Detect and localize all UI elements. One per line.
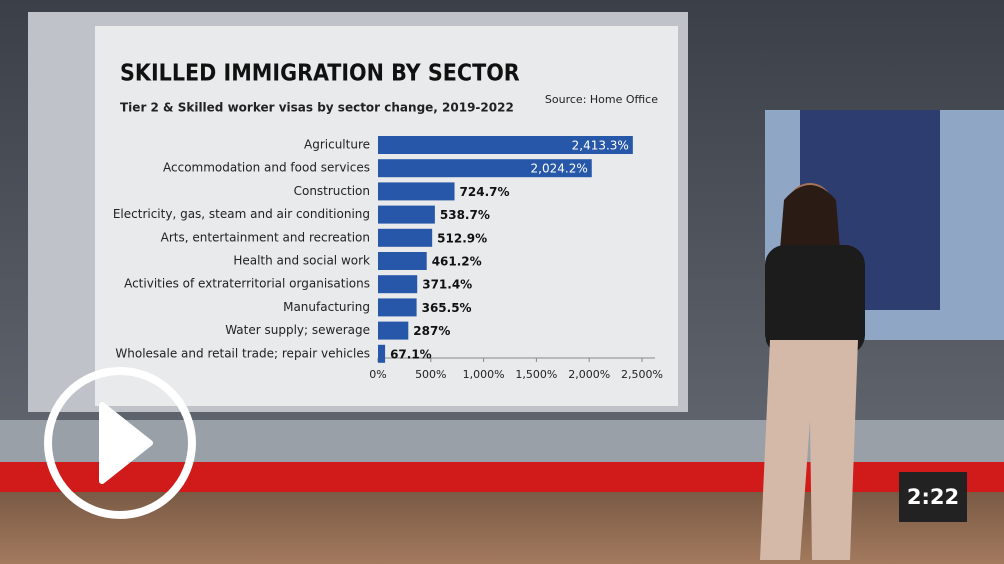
category-label: Agriculture [304, 138, 370, 152]
bar [378, 321, 409, 340]
chart-title: SKILLED IMMIGRATION BY SECTOR [120, 61, 520, 87]
video-duration: 2:22 [907, 485, 959, 509]
play-button[interactable] [44, 367, 196, 519]
value-label: 724.7% [460, 185, 510, 199]
bar [378, 159, 592, 178]
bar [378, 344, 386, 363]
category-label: Arts, entertainment and recreation [161, 230, 370, 244]
value-label: 365.5% [422, 301, 472, 315]
value-label: 538.7% [440, 208, 490, 222]
play-circle[interactable] [44, 367, 196, 519]
category-label: Electricity, gas, steam and air conditio… [113, 207, 370, 221]
x-tick-label: 1,000% [463, 368, 505, 381]
category-label: Accommodation and food services [163, 161, 370, 175]
value-label: 67.1% [390, 347, 432, 361]
floor [0, 492, 1004, 564]
bar [378, 252, 427, 270]
bar [378, 205, 435, 224]
x-tick-label: 2,000% [568, 368, 610, 381]
category-label: Activities of extraterritorial organisat… [124, 277, 370, 291]
value-label: 461.2% [432, 255, 482, 269]
value-label: 371.4% [422, 278, 472, 292]
category-label: Construction [294, 184, 370, 198]
value-label: 287% [413, 324, 450, 338]
value-label: 2,413.3% [572, 139, 629, 153]
x-tick-label: 2,500% [621, 368, 663, 381]
bar [378, 298, 417, 317]
value-label: 2,024.2% [531, 162, 588, 176]
category-label: Wholesale and retail trade; repair vehic… [115, 346, 370, 360]
bar [378, 182, 455, 201]
duration-badge [899, 472, 967, 522]
red-stripe [0, 462, 1004, 492]
chart-source: Source: Home Office [545, 93, 658, 106]
category-label: Water supply; sewerage [225, 323, 370, 337]
chart-subtitle: Tier 2 & Skilled worker visas by sector … [120, 101, 514, 115]
x-tick-label: 500% [415, 368, 446, 381]
value-label: 512.9% [437, 231, 487, 245]
play-icon[interactable] [99, 402, 153, 484]
x-tick-label: 1,500% [515, 368, 557, 381]
chart: 0% 500% 1,000% 1,500% 2,000% 2,500% Agricultur… [113, 136, 663, 381]
category-label: Manufacturing [283, 300, 370, 314]
bar [378, 275, 418, 294]
category-label: Health and social work [233, 254, 370, 268]
presenter [760, 183, 865, 560]
x-tick-label: 0% [369, 368, 386, 381]
bar [378, 136, 633, 154]
bar [378, 228, 433, 247]
